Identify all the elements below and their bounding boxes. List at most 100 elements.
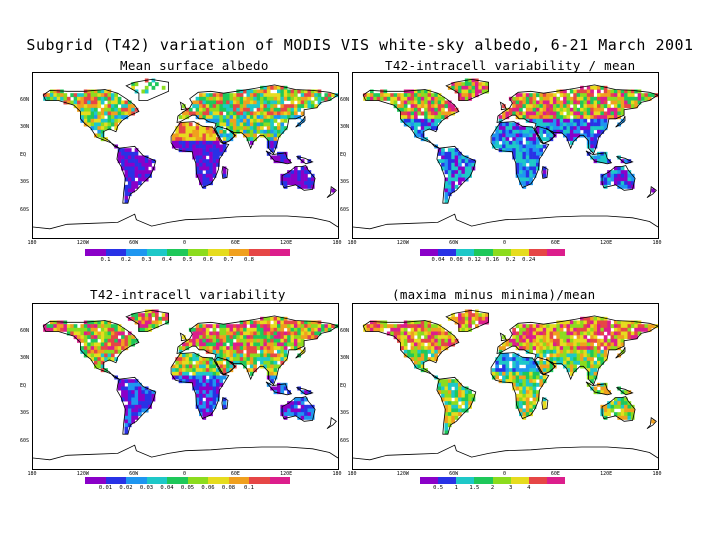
albedo-cell: [461, 170, 466, 175]
albedo-cell: [603, 100, 608, 105]
albedo-cell: [263, 107, 268, 112]
albedo-cell: [216, 118, 220, 123]
albedo-cell: [324, 327, 329, 332]
albedo-cell: [478, 313, 483, 318]
albedo-cell: [307, 104, 312, 109]
albedo-cell: [297, 342, 302, 347]
albedo-cell: [447, 188, 452, 193]
albedo-cell: [624, 401, 628, 406]
albedo-cell: [263, 122, 268, 127]
colorbar-swatch: [249, 477, 270, 484]
albedo-cell: [559, 93, 564, 98]
albedo-cell: [603, 126, 608, 131]
albedo-cell: [566, 364, 571, 369]
coastline-europe-asia: [176, 84, 338, 155]
albedo-cell: [495, 360, 500, 365]
albedo-cell: [617, 155, 622, 160]
albedo-cell: [512, 353, 516, 358]
albedo-cell: [603, 115, 608, 120]
albedo-cell: [110, 357, 115, 362]
albedo-cell: [505, 368, 510, 373]
albedo-cell: [369, 320, 374, 325]
albedo-cell: [77, 331, 81, 336]
albedo-cell: [576, 118, 581, 123]
albedo-cell: [583, 364, 588, 369]
albedo-cell: [327, 324, 332, 329]
albedo-cell: [441, 166, 445, 171]
albedo-cell: [297, 181, 302, 186]
albedo-cell: [512, 364, 516, 369]
albedo-cell: [403, 324, 408, 329]
albedo-cell: [610, 177, 615, 182]
albedo-cell: [134, 313, 139, 318]
albedo-cell: [236, 100, 241, 105]
albedo-cell: [107, 320, 112, 325]
albedo-cell: [451, 338, 455, 343]
albedo-cell: [491, 140, 496, 145]
albedo-cell: [53, 327, 58, 332]
albedo-cell: [216, 390, 220, 395]
albedo-cell: [192, 137, 196, 142]
albedo-cell: [400, 100, 405, 105]
albedo-cell: [195, 331, 200, 336]
albedo-cell: [260, 96, 264, 101]
albedo-cell: [620, 404, 625, 409]
albedo-cell: [420, 133, 425, 138]
albedo-cell: [566, 93, 571, 98]
albedo-cell: [243, 346, 247, 351]
albedo-cell: [199, 412, 203, 417]
albedo-cell: [576, 335, 581, 340]
albedo-cell: [478, 316, 483, 321]
albedo-cell: [100, 107, 105, 112]
albedo-cell: [458, 386, 462, 391]
albedo-cell: [441, 162, 445, 167]
albedo-cell: [263, 100, 268, 105]
albedo-cell: [417, 104, 422, 109]
albedo-cell: [175, 357, 180, 362]
colorbar-tick-label: 0.08: [221, 485, 236, 491]
albedo-cell: [114, 324, 119, 329]
albedo-cell: [270, 133, 274, 138]
albedo-cell: [613, 327, 618, 332]
albedo-cell: [505, 379, 510, 384]
albedo-cell: [195, 379, 200, 384]
albedo-cell: [552, 338, 557, 343]
albedo-cell: [630, 100, 635, 105]
albedo-cell: [266, 360, 271, 365]
albedo-cell: [430, 335, 435, 340]
albedo-cell: [502, 137, 506, 142]
colorbar-swatch: [146, 249, 167, 256]
albedo-cell: [471, 89, 476, 94]
albedo-cell: [607, 327, 611, 332]
albedo-cell: [437, 148, 442, 153]
albedo-cell: [542, 107, 547, 112]
albedo-cell: [573, 137, 577, 142]
albedo-cell: [100, 320, 105, 325]
albedo-cell: [141, 390, 146, 395]
albedo-cell: [141, 401, 146, 406]
albedo-cell: [536, 151, 540, 156]
albedo-cell: [104, 357, 108, 362]
albedo-cell: [232, 93, 237, 98]
albedo-cell: [549, 104, 554, 109]
albedo-cell: [304, 320, 308, 325]
albedo-cell: [63, 93, 68, 98]
albedo-cell: [307, 324, 312, 329]
albedo-cell: [380, 96, 384, 101]
albedo-cell: [246, 357, 251, 362]
albedo-cell: [468, 162, 472, 167]
albedo-cell: [273, 338, 278, 343]
albedo-cell: [222, 331, 227, 336]
albedo-cell: [590, 371, 594, 376]
albedo-cell: [451, 404, 455, 409]
albedo-cell: [529, 148, 533, 153]
albedo-cell: [508, 379, 513, 384]
albedo-cell: [522, 155, 527, 160]
albedo-cell: [80, 324, 85, 329]
albedo-cell: [458, 166, 462, 171]
albedo-cell: [502, 122, 506, 127]
albedo-cell: [481, 89, 486, 94]
albedo-cell: [249, 126, 254, 131]
albedo-cell: [151, 393, 156, 398]
albedo-cell: [104, 107, 108, 112]
